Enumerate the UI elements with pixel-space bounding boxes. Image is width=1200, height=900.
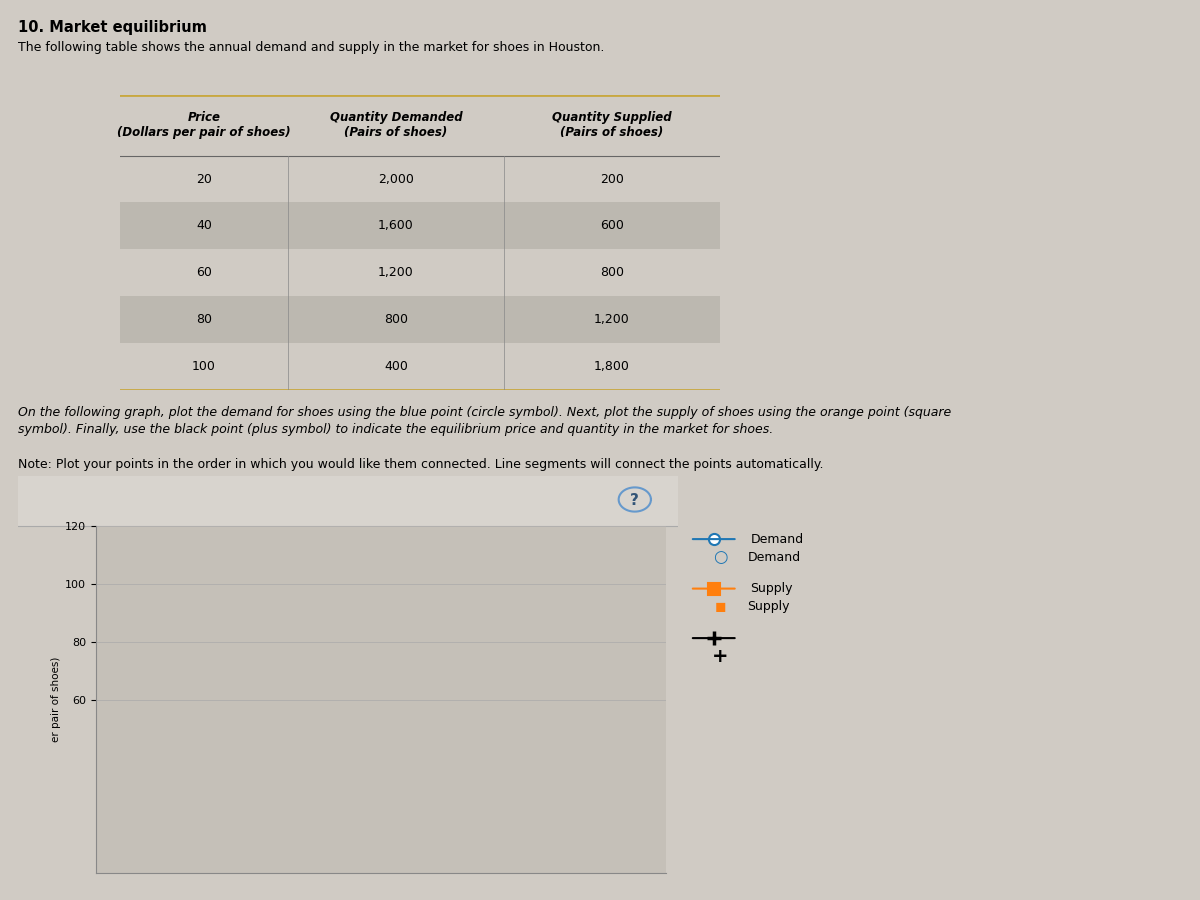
Text: 40: 40 — [196, 220, 212, 232]
Text: 60: 60 — [196, 266, 212, 279]
Text: Quantity Demanded
(Pairs of shoes): Quantity Demanded (Pairs of shoes) — [330, 111, 462, 140]
Bar — [120, 202, 720, 249]
Text: 2,000: 2,000 — [378, 173, 414, 185]
Text: +: + — [712, 646, 728, 666]
Text: 100: 100 — [192, 360, 216, 373]
Text: 800: 800 — [600, 266, 624, 279]
Text: Demand: Demand — [750, 533, 804, 545]
Text: On the following graph, plot the demand for shoes using the blue point (circle s: On the following graph, plot the demand … — [18, 406, 952, 436]
Text: 80: 80 — [196, 313, 212, 326]
Y-axis label: er pair of shoes): er pair of shoes) — [50, 657, 61, 742]
Text: Supply: Supply — [750, 582, 793, 595]
Text: Price
(Dollars per pair of shoes): Price (Dollars per pair of shoes) — [118, 111, 290, 140]
Text: The following table shows the annual demand and supply in the market for shoes i: The following table shows the annual dem… — [18, 40, 605, 53]
Text: ○: ○ — [713, 548, 727, 566]
Text: 20: 20 — [196, 173, 212, 185]
Text: 10. Market equilibrium: 10. Market equilibrium — [18, 20, 206, 35]
Text: 200: 200 — [600, 173, 624, 185]
Text: 1,200: 1,200 — [594, 313, 630, 326]
Text: ?: ? — [630, 492, 640, 508]
Text: Quantity Supplied
(Pairs of shoes): Quantity Supplied (Pairs of shoes) — [552, 111, 672, 140]
Text: 1,600: 1,600 — [378, 220, 414, 232]
Bar — [120, 296, 720, 343]
Text: ◼: ◼ — [714, 599, 726, 614]
Text: 600: 600 — [600, 220, 624, 232]
Text: 400: 400 — [384, 360, 408, 373]
Text: Note: Plot your points in the order in which you would like them connected. Line: Note: Plot your points in the order in w… — [18, 458, 823, 471]
Text: 800: 800 — [384, 313, 408, 326]
Text: 1,800: 1,800 — [594, 360, 630, 373]
Text: 1,200: 1,200 — [378, 266, 414, 279]
Text: Demand: Demand — [748, 551, 800, 563]
Text: Supply: Supply — [748, 600, 790, 613]
Bar — [18, 476, 678, 526]
